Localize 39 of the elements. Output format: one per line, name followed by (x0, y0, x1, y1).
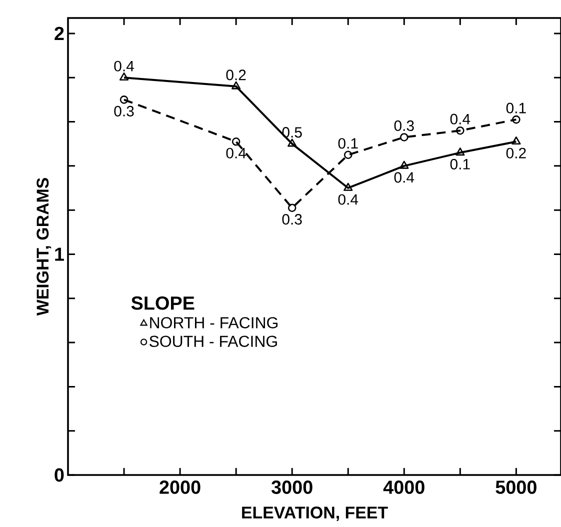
annotation: 0.3 (114, 106, 134, 116)
annotation: 0.4 (114, 60, 134, 72)
annotation: 0.2 (226, 70, 246, 80)
point (512, 136, 521, 145)
point (232, 81, 241, 90)
point (119, 72, 129, 81)
point (456, 148, 465, 156)
y-tick-label: 2 (54, 26, 64, 40)
annotation: 0.4 (226, 148, 246, 158)
annotation: 0.4 (450, 114, 470, 124)
annotation: 0.3 (394, 120, 414, 132)
legend-label: SOUTH - FACING (150, 336, 277, 347)
x-tick-label: 3000 (271, 480, 312, 494)
annotation: 0.1 (338, 138, 358, 149)
annotation: 0.1 (450, 158, 470, 170)
point (288, 138, 297, 147)
legend-title: SLOPE (131, 296, 194, 310)
x-tick-label: 5000 (496, 480, 536, 494)
x-tick-label: 4000 (383, 480, 424, 494)
legend-label: NORTH - FACING (150, 317, 278, 328)
y-tick-label: 0 (54, 468, 64, 482)
x-tick-label: 2000 (160, 480, 200, 494)
y-tick-label: 1 (55, 248, 64, 261)
point (344, 182, 353, 191)
point (400, 133, 408, 142)
point (456, 126, 464, 135)
annotation: 0.2 (506, 148, 526, 158)
point (232, 137, 240, 146)
annotation: 0.4 (338, 194, 358, 205)
point (512, 115, 520, 124)
annotation: 0.1 (506, 102, 526, 114)
y-axis-title: WEIGHT, GRAMS (36, 178, 52, 316)
point (344, 150, 352, 160)
annotation: 0.3 (282, 214, 302, 225)
point (400, 160, 409, 169)
point (288, 204, 296, 212)
point (120, 96, 128, 104)
annotation: 0.4 (394, 172, 414, 183)
x-axis-title: ELEVATION, FEET (242, 506, 388, 521)
